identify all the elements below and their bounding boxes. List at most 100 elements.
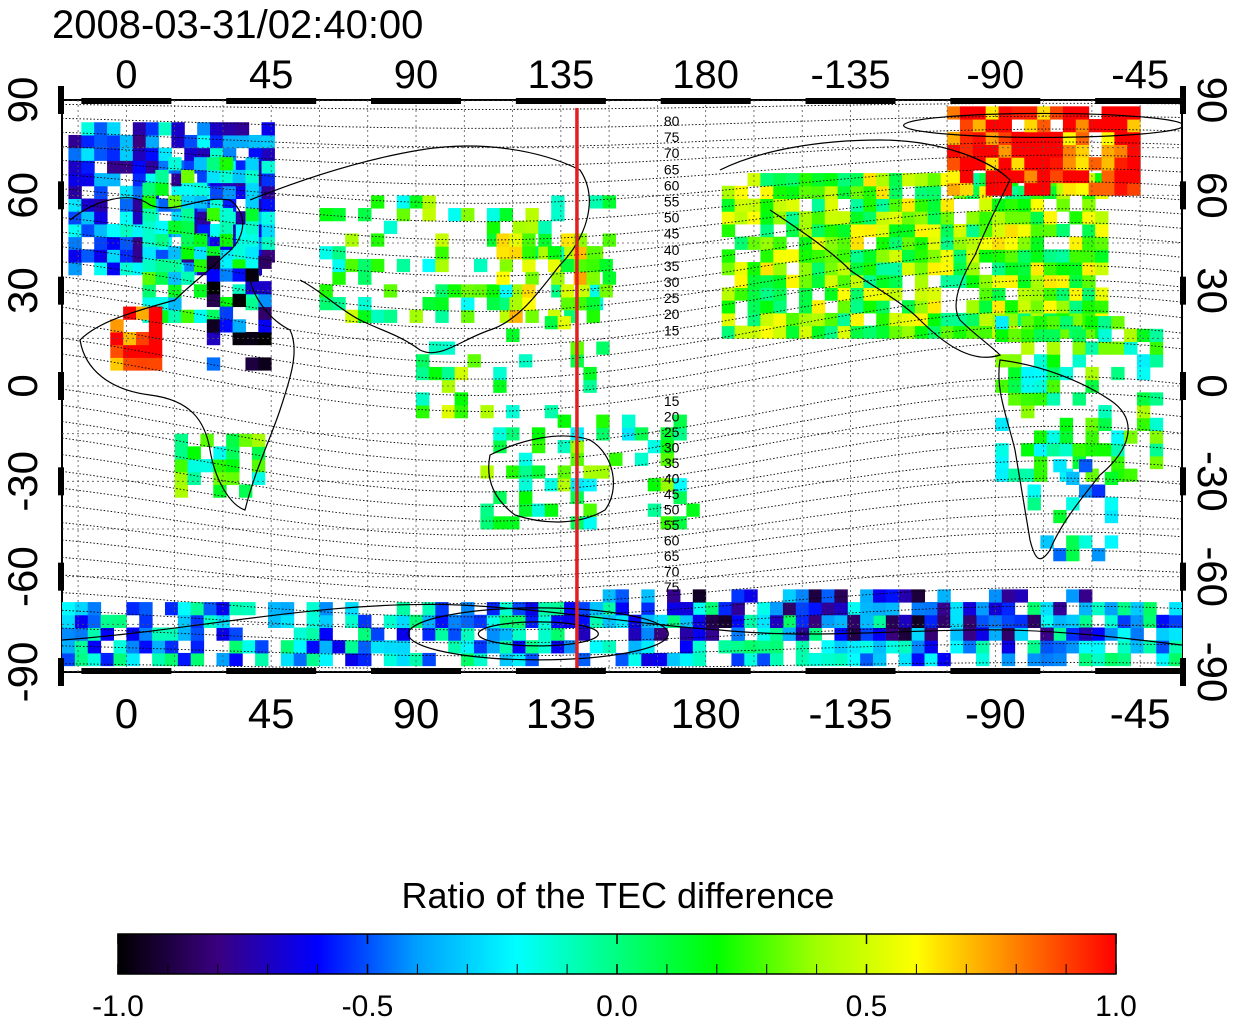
tec-cell	[145, 134, 160, 149]
tec-cell	[1156, 627, 1170, 641]
tec-cell	[873, 589, 887, 603]
tec-cell	[747, 173, 761, 187]
tec-cell	[615, 589, 629, 603]
tec-cell	[599, 284, 613, 298]
tec-cell	[107, 249, 121, 263]
lon-tick-label-bottom: -135	[808, 690, 892, 737]
tec-cell	[1011, 157, 1025, 171]
tec-cell	[538, 233, 552, 247]
tec-cell	[226, 471, 240, 486]
tec-cell	[770, 652, 784, 667]
tec-cell	[863, 287, 877, 301]
tec-cell	[123, 331, 137, 346]
tec-cell	[1079, 484, 1093, 498]
tec-cell	[660, 440, 674, 454]
tec-cell	[174, 459, 189, 473]
tec-cell	[850, 173, 864, 187]
tec-cell	[876, 173, 890, 187]
tec-cell	[181, 233, 195, 247]
tec-cell	[229, 627, 243, 641]
tec-cell	[589, 602, 604, 616]
tec-cell	[641, 640, 655, 654]
tec-cell	[863, 274, 877, 288]
tec-cell	[551, 614, 565, 629]
tec-cell	[396, 208, 411, 222]
tec-cell	[979, 325, 993, 339]
tec-cell	[267, 614, 282, 629]
tec-cell	[1104, 535, 1119, 549]
tec-cell	[1004, 274, 1019, 288]
tec-cell	[193, 258, 208, 273]
colorbar: Ratio of the TEC difference -1.0 -0.5 0.0 0…	[92, 875, 1137, 1023]
tec-cell	[245, 169, 259, 184]
tec-cell	[1136, 328, 1151, 343]
tec-cell	[461, 297, 475, 311]
tec-cell	[641, 627, 655, 641]
tec-cell	[589, 195, 604, 209]
tec-cell	[396, 652, 411, 667]
tec-cell	[721, 249, 736, 263]
tec-cell	[773, 262, 787, 276]
tec-cell	[824, 274, 839, 288]
tec-cell	[1085, 341, 1099, 355]
tec-cell	[966, 274, 980, 288]
tec-cell	[1037, 182, 1051, 196]
tec-data-layer	[62, 106, 1182, 667]
tec-cell	[1117, 602, 1132, 616]
tec-cell	[531, 503, 546, 517]
tec-cell	[1030, 274, 1045, 288]
contour-label-south: 75	[664, 579, 680, 595]
tec-cell	[1021, 366, 1035, 381]
tec-cell	[1053, 627, 1067, 641]
tec-cell	[1043, 274, 1057, 288]
tec-cell	[1017, 236, 1032, 250]
tec-cell	[258, 306, 272, 320]
tec-cell	[1056, 300, 1070, 314]
tec-cell	[1069, 287, 1083, 301]
tec-cell	[258, 255, 272, 269]
tec-cell	[110, 331, 124, 346]
tec-cell	[757, 640, 771, 654]
tec-cell	[551, 208, 565, 222]
lon-tick-label-top: -135	[810, 53, 890, 97]
tec-cell	[177, 602, 192, 616]
tec-cell	[911, 589, 926, 603]
tec-cell	[396, 602, 411, 616]
tec-cell	[811, 300, 826, 314]
axis-marker-bar	[226, 668, 317, 674]
tec-cell	[799, 185, 813, 200]
tec-cell	[190, 652, 205, 667]
tec-cell	[860, 614, 874, 629]
lon-tick-label-top: -45	[1111, 53, 1169, 97]
coastline-asia	[249, 145, 590, 354]
tec-cell	[557, 440, 572, 454]
tec-cell	[193, 182, 208, 196]
tec-cell	[245, 208, 259, 222]
tec-cell	[902, 223, 916, 238]
tec-cell	[837, 300, 852, 314]
tec-cell	[979, 198, 993, 212]
tec-cell	[245, 357, 259, 371]
tec-cell	[1169, 640, 1182, 654]
tec-cell	[68, 223, 82, 238]
tec-cell	[576, 652, 591, 667]
tec-cell	[1027, 602, 1041, 616]
tec-cell	[319, 652, 333, 667]
tec-cell	[660, 452, 674, 466]
tec-cell	[219, 208, 234, 222]
tec-cell	[245, 233, 259, 247]
tec-cell	[834, 589, 848, 603]
tec-cell	[461, 208, 475, 222]
tec-cell	[914, 211, 929, 225]
tec-cell	[383, 614, 398, 629]
tec-cell	[596, 414, 610, 428]
tec-cell	[1001, 589, 1016, 603]
tec-cell	[959, 106, 974, 120]
magnetic-latitude-contour	[62, 154, 1182, 186]
tec-cell	[206, 319, 221, 333]
tec-cell	[261, 134, 275, 149]
tec-cell	[1004, 223, 1019, 238]
tec-cell	[731, 602, 745, 616]
tec-cell	[995, 468, 1009, 482]
tec-cell	[1079, 602, 1093, 616]
